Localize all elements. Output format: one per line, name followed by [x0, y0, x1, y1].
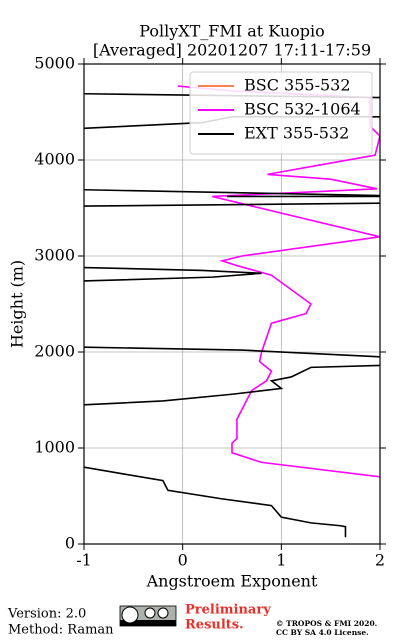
data-line [84, 364, 380, 406]
copyright-text: CC BY SA 4.0 License. [276, 628, 369, 637]
y-tick-label: 3000 [34, 246, 75, 265]
cc-badge [119, 605, 177, 627]
x-tick-label: 0 [178, 551, 188, 570]
legend-box [189, 71, 373, 155]
data-line [84, 202, 380, 207]
data-line [84, 188, 380, 197]
copyright-text: © TROPOS & FMI 2020. [276, 619, 377, 628]
plot-frame [83, 63, 381, 545]
data-line [177, 85, 380, 478]
x-axis-label: Angstroem Exponent [146, 572, 318, 591]
chart-subtitle: [Averaged] 20201207 17:11-17:59 [93, 41, 371, 60]
y-tick-label: 2000 [34, 342, 75, 361]
data-line [84, 466, 347, 538]
chart-title: PollyXT_FMI at Kuopio [139, 22, 325, 41]
legend-label: BSC 355-532 [244, 76, 351, 95]
x-tick-label: -1 [76, 551, 92, 570]
y-axis-label: Height (m) [8, 260, 27, 348]
notice-text: Results. [185, 618, 244, 633]
x-tick-label: 2 [375, 551, 385, 570]
legend-label: EXT 355-532 [244, 124, 349, 143]
x-tick-label: 1 [276, 551, 286, 570]
version-text: Version: 2.0 [7, 607, 86, 622]
y-tick-label: 1000 [34, 438, 75, 457]
data-line [84, 266, 262, 282]
y-tick-label: 0 [65, 534, 75, 553]
data-line [84, 346, 380, 358]
method-text: Method: Raman [8, 623, 114, 638]
y-tick-label: 4000 [34, 150, 75, 169]
y-tick-label: 5000 [34, 54, 75, 73]
notice-text: Preliminary [185, 603, 271, 618]
legend-label: BSC 532-1064 [244, 100, 361, 119]
